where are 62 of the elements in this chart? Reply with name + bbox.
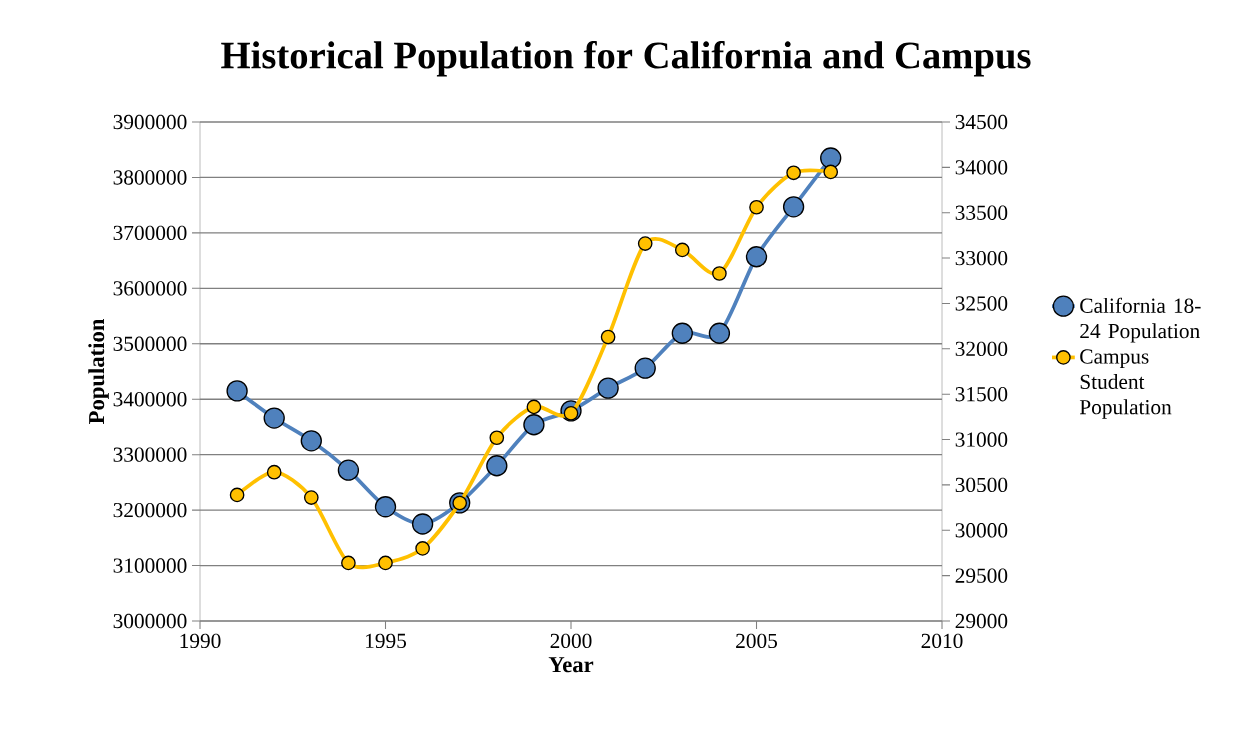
y2-tick-label: 29000 xyxy=(955,613,1008,629)
point xyxy=(263,407,285,429)
y-tick-label: 3300000 xyxy=(113,447,187,462)
point xyxy=(378,555,393,571)
point xyxy=(820,147,842,169)
y-tick-label: 3200000 xyxy=(113,502,187,518)
y-tick-label: 3000000 xyxy=(113,613,187,629)
point xyxy=(749,199,764,215)
point xyxy=(823,164,839,180)
y2-tick-label: 33500 xyxy=(955,205,1008,220)
y-tick-label: 3500000 xyxy=(113,336,187,351)
x-tick-label: 2010 xyxy=(921,633,963,649)
point xyxy=(637,236,653,251)
point xyxy=(745,246,768,268)
x-tick-label: 1995 xyxy=(366,633,406,649)
point xyxy=(226,380,248,402)
x-tick-label: 2000 xyxy=(550,633,592,649)
y-tick-label: 3700000 xyxy=(113,225,187,241)
y2-tick-label: 33000 xyxy=(955,250,1008,266)
y2-tick-label: 34000 xyxy=(955,160,1008,175)
x-tick-label: 2005 xyxy=(736,633,777,649)
y-axis-title: Population xyxy=(88,318,109,425)
point xyxy=(341,555,356,571)
y-tick-label: 3100000 xyxy=(113,558,187,573)
x-tick-label: 1990 xyxy=(180,633,221,649)
point xyxy=(266,464,282,480)
x-axis-title: Year xyxy=(548,657,594,673)
y2-tick-label: 29500 xyxy=(955,568,1008,583)
point xyxy=(489,430,505,446)
y2-tick-label: 30500 xyxy=(955,477,1008,493)
y2-tick-label: 30000 xyxy=(955,523,1008,538)
y2-tick-label: 34500 xyxy=(955,114,1008,130)
chart-title: Historical Population for California and Campus xyxy=(221,40,1031,77)
y2-tick-label: 31000 xyxy=(955,432,1008,447)
y2-tick-label: 31500 xyxy=(955,386,1008,402)
point xyxy=(229,487,245,503)
point xyxy=(671,322,693,344)
point xyxy=(526,399,542,415)
point xyxy=(634,357,656,379)
point xyxy=(674,242,690,258)
y-tick-label: 3800000 xyxy=(113,170,187,185)
point xyxy=(782,196,805,218)
point xyxy=(712,266,727,281)
point xyxy=(597,377,619,399)
y2-tick-label: 32000 xyxy=(955,341,1008,357)
point xyxy=(337,459,360,481)
y-tick-label: 3400000 xyxy=(113,392,187,407)
point xyxy=(303,490,319,505)
legend-label: Campus Student Population xyxy=(1079,349,1172,419)
legend-label: California 18-24 Population xyxy=(1080,297,1201,343)
point xyxy=(300,430,322,452)
y2-tick-label: 32500 xyxy=(955,296,1008,311)
point xyxy=(486,455,508,477)
y-tick-label: 3600000 xyxy=(113,281,187,296)
y-tick-label: 3900000 xyxy=(113,114,187,130)
point xyxy=(415,541,430,556)
point xyxy=(411,513,434,535)
point xyxy=(708,322,731,344)
point xyxy=(374,496,397,518)
point xyxy=(786,165,801,181)
point xyxy=(600,329,616,345)
point xyxy=(523,414,545,436)
